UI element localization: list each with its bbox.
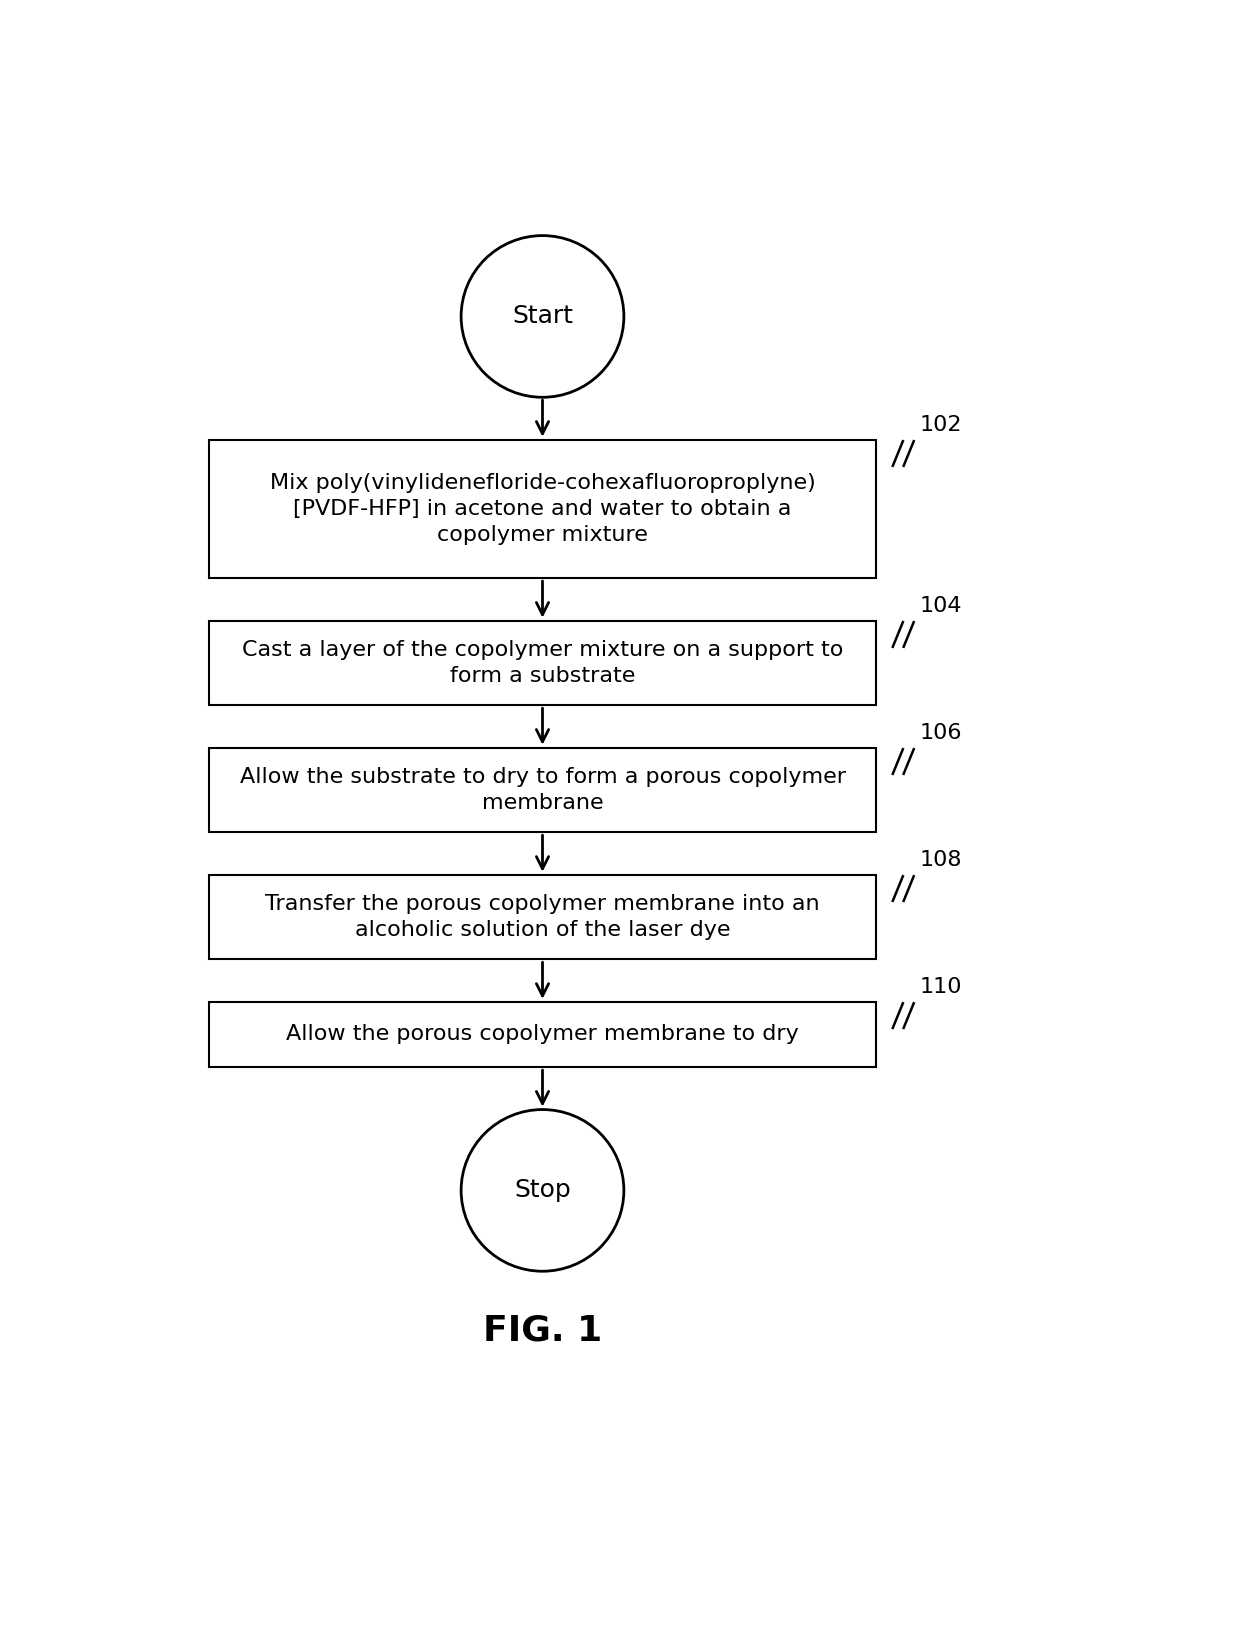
- Circle shape: [461, 1109, 624, 1271]
- FancyBboxPatch shape: [210, 1001, 875, 1067]
- Text: Transfer the porous copolymer membrane into an
alcoholic solution of the laser d: Transfer the porous copolymer membrane i…: [265, 893, 820, 941]
- Text: Allow the porous copolymer membrane to dry: Allow the porous copolymer membrane to d…: [286, 1024, 799, 1044]
- Circle shape: [461, 236, 624, 398]
- Text: FIG. 1: FIG. 1: [482, 1314, 603, 1348]
- FancyBboxPatch shape: [210, 748, 875, 833]
- Text: Start: Start: [512, 304, 573, 329]
- Text: 102: 102: [920, 416, 962, 435]
- Text: Cast a layer of the copolymer mixture on a support to
form a substrate: Cast a layer of the copolymer mixture on…: [242, 640, 843, 685]
- Text: Mix poly(vinylidenefloride-cohexafluoroproplyne)
[PVDF-HFP] in acetone and water: Mix poly(vinylidenefloride-cohexafluorop…: [269, 473, 816, 545]
- FancyBboxPatch shape: [210, 875, 875, 959]
- Text: 108: 108: [920, 851, 962, 870]
- FancyBboxPatch shape: [210, 620, 875, 705]
- Text: 104: 104: [920, 596, 962, 617]
- Text: Stop: Stop: [515, 1178, 570, 1202]
- FancyBboxPatch shape: [210, 440, 875, 578]
- Text: 106: 106: [920, 723, 962, 743]
- Text: Allow the substrate to dry to form a porous copolymer
membrane: Allow the substrate to dry to form a por…: [239, 767, 846, 813]
- Text: 110: 110: [920, 977, 962, 996]
